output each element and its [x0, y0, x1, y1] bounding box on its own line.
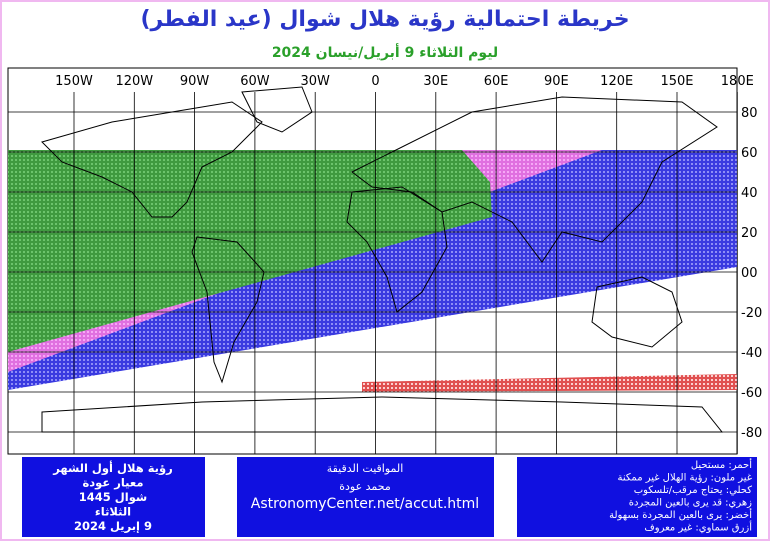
- lon-label: 90E: [544, 74, 569, 89]
- lat-label: 80: [741, 106, 758, 121]
- panel-text: محمد عودة: [339, 480, 391, 493]
- zone-green: [8, 150, 492, 352]
- lon-label: 120W: [115, 74, 153, 89]
- lat-label: -60: [741, 386, 762, 401]
- lon-label: 0: [371, 74, 379, 89]
- lat-label: -40: [741, 346, 762, 361]
- lat-label: 00: [741, 266, 758, 281]
- panel-left: [22, 457, 205, 537]
- panel-text: معيار عودة: [82, 476, 143, 491]
- lat-label: 60: [741, 146, 758, 161]
- lon-label: 60E: [484, 74, 509, 89]
- panel-text: شوال 1445: [79, 490, 147, 505]
- grid: [8, 92, 738, 454]
- panel-text: أخضر: يرى بالعين المجردة بسهولة: [609, 508, 752, 521]
- lon-label: 180E: [721, 74, 754, 89]
- panel-text: زهري: قد يرى بالعين المجردة: [629, 498, 752, 509]
- panel-center: [237, 457, 494, 537]
- lat-label: 40: [741, 186, 758, 201]
- lat-label: -20: [741, 306, 762, 321]
- panel-text: غير ملون: رؤية الهلال غير ممكنة: [618, 473, 752, 484]
- panel-text: أحمر: مستحيل: [691, 458, 752, 471]
- panel-text: الثلاثاء: [95, 505, 131, 519]
- panel-text: كحلي: يحتاج مرقب/تلسكوب: [634, 485, 753, 496]
- lon-label: 120E: [600, 74, 633, 89]
- lon-label: 60W: [240, 74, 270, 89]
- lon-label: 30E: [423, 74, 448, 89]
- title: خريطة احتمالية رؤية هلال شوال (عيد الفطر…: [140, 7, 629, 32]
- lon-label: 150E: [660, 74, 693, 89]
- lat-label: 20: [741, 226, 758, 241]
- lon-label: 150W: [55, 74, 93, 89]
- lat-label: -80: [741, 426, 762, 441]
- panel-text: 9 إبريل 2024: [74, 519, 152, 533]
- lon-label: 30W: [300, 74, 330, 89]
- panel-right: [517, 457, 757, 537]
- zone-red: [362, 374, 737, 392]
- panel-text: رؤية هلال أول الشهر: [52, 460, 173, 476]
- panel-text: المواقيت الدقيقة: [327, 462, 404, 475]
- subtitle: ليوم الثلاثاء 9 أبريل/نيسان 2024: [272, 43, 498, 61]
- lon-label: 90W: [180, 74, 210, 89]
- panel-text: أزرق سماوي: غير معروف: [644, 521, 752, 534]
- zone-blue: [8, 150, 737, 390]
- panel-text: AstronomyCenter.net/accut.html: [251, 496, 479, 512]
